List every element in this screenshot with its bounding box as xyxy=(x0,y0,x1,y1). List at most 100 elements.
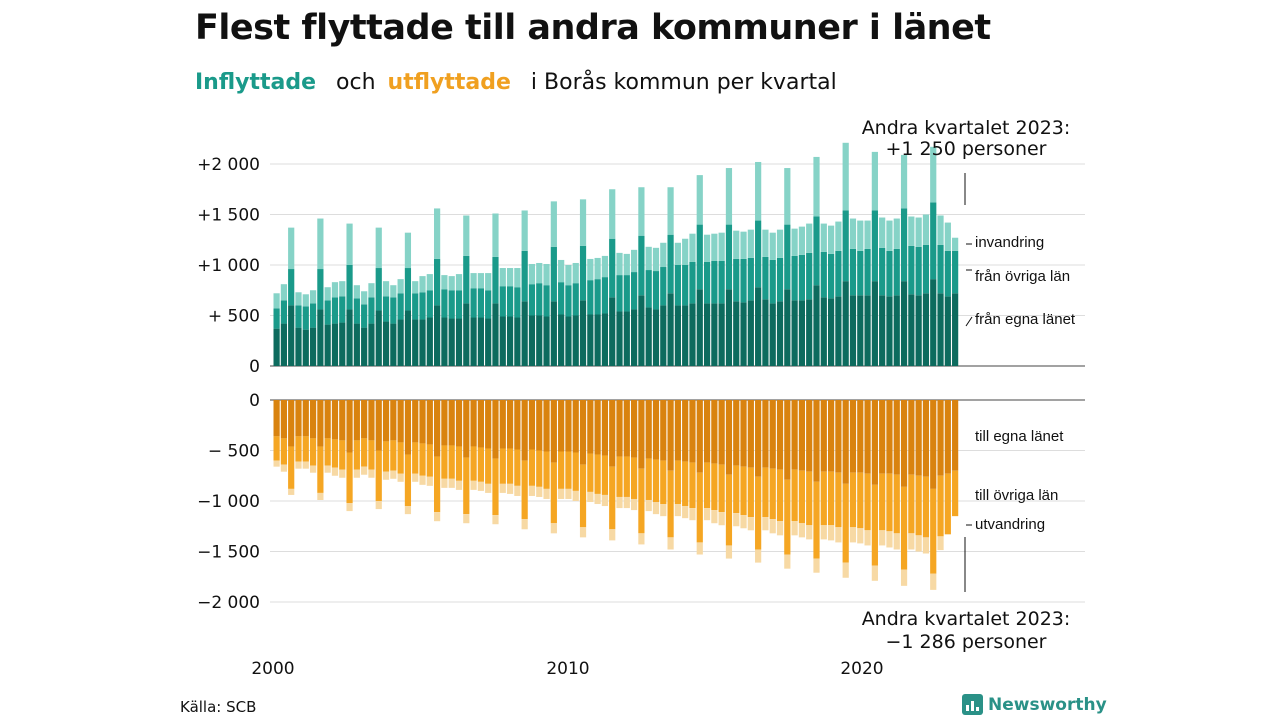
bar-outflow-emigration xyxy=(689,508,696,521)
bar-outflow-own-county xyxy=(412,400,419,443)
bar-outflow-other-counties xyxy=(769,468,776,520)
bar-inflow-own-county xyxy=(922,293,930,366)
bar-outflow-own-county xyxy=(426,400,433,445)
bar-outflow-own-county xyxy=(813,400,820,482)
bar-outflow-other-counties xyxy=(477,447,484,482)
bar-outflow-other-counties xyxy=(645,458,652,500)
bar-inflow-other-counties xyxy=(755,220,762,288)
bar-inflow-own-county xyxy=(944,296,951,366)
bar-outflow-own-county xyxy=(309,400,317,439)
bar-outflow-emigration xyxy=(324,465,331,473)
bar-outflow-emigration xyxy=(755,549,762,563)
bar-inflow-other-counties xyxy=(776,257,784,302)
bar-outflow-emigration xyxy=(798,523,806,538)
bar-inflow-own-county xyxy=(434,305,441,366)
y-tick-label-top: 0 xyxy=(249,357,260,377)
bar-outflow-other-counties xyxy=(441,445,448,479)
bar-inflow-own-county xyxy=(682,305,689,366)
bar-inflow-other-counties xyxy=(900,208,908,282)
bar-outflow-other-counties xyxy=(674,460,681,505)
bar-inflow-immigration xyxy=(631,249,638,273)
bar-inflow-own-county xyxy=(397,319,404,366)
bar-outflow-own-county xyxy=(346,400,353,453)
bar-outflow-other-counties xyxy=(813,481,820,559)
bar-outflow-own-county xyxy=(900,400,908,487)
bar-inflow-immigration xyxy=(558,259,565,283)
bar-outflow-emigration xyxy=(922,537,930,554)
bar-outflow-emigration xyxy=(813,558,820,573)
x-tick-label: 2000 xyxy=(251,659,294,679)
bar-outflow-own-county xyxy=(740,400,747,467)
bar-outflow-emigration xyxy=(623,496,630,509)
bar-inflow-own-county xyxy=(499,316,506,366)
bar-inflow-immigration xyxy=(696,175,703,225)
bar-outflow-own-county xyxy=(660,400,667,461)
bar-inflow-other-counties xyxy=(791,255,798,301)
bar-inflow-immigration xyxy=(893,218,900,249)
bar-outflow-emigration xyxy=(412,473,419,482)
bar-outflow-own-county xyxy=(434,400,441,457)
bar-outflow-own-county xyxy=(390,400,397,441)
bar-inflow-own-county xyxy=(601,313,609,366)
bar-outflow-other-counties xyxy=(937,475,944,537)
bar-outflow-emigration xyxy=(645,499,652,512)
bar-outflow-emigration xyxy=(747,517,754,531)
bar-outflow-own-county xyxy=(521,400,528,461)
bar-inflow-other-counties xyxy=(426,290,433,318)
bar-inflow-other-counties xyxy=(558,282,565,315)
bar-inflow-immigration xyxy=(331,282,339,298)
bar-outflow-own-county xyxy=(893,400,900,475)
bar-outflow-other-counties xyxy=(682,461,689,507)
bar-inflow-immigration xyxy=(733,230,740,259)
bar-inflow-immigration xyxy=(434,208,441,259)
bar-inflow-other-counties xyxy=(587,280,594,315)
bar-inflow-own-county xyxy=(631,309,638,366)
bar-inflow-own-county xyxy=(543,316,550,366)
bar-outflow-emigration xyxy=(528,485,536,496)
bar-outflow-other-counties xyxy=(587,453,594,492)
bar-inflow-other-counties xyxy=(448,290,455,319)
bar-inflow-own-county xyxy=(806,299,813,366)
bar-inflow-immigration xyxy=(419,276,426,293)
bar-outflow-own-county xyxy=(485,400,492,449)
bar-inflow-own-county xyxy=(295,327,302,366)
bar-inflow-immigration xyxy=(353,285,360,299)
bar-inflow-immigration xyxy=(937,215,944,245)
annotation-top-line2: +1 250 personer xyxy=(886,138,1047,160)
bar-inflow-immigration xyxy=(900,154,908,209)
bar-outflow-own-county xyxy=(353,400,360,441)
bar-inflow-own-county xyxy=(536,315,543,366)
bar-outflow-own-county xyxy=(419,400,426,444)
series-label-emigration: utvandring xyxy=(975,516,1045,533)
bar-outflow-other-counties xyxy=(930,488,937,574)
bar-inflow-own-county xyxy=(485,318,492,366)
bar-outflow-other-counties xyxy=(273,436,280,461)
bar-inflow-immigration xyxy=(550,201,557,247)
bar-inflow-immigration xyxy=(842,142,849,211)
source-note: Källa: SCB xyxy=(180,698,257,716)
bar-outflow-emigration xyxy=(703,508,711,521)
bar-outflow-own-county xyxy=(674,400,681,461)
bar-inflow-other-counties xyxy=(864,248,871,296)
bar-inflow-immigration xyxy=(944,222,951,251)
bar-inflow-immigration xyxy=(623,253,630,276)
bar-outflow-emigration xyxy=(579,527,587,538)
bar-inflow-own-county xyxy=(302,329,309,366)
bar-inflow-own-county xyxy=(747,300,754,366)
bar-inflow-other-counties xyxy=(302,306,309,330)
bar-outflow-own-county xyxy=(536,400,543,451)
bar-outflow-emigration xyxy=(652,502,660,515)
bar-outflow-emigration xyxy=(543,488,550,499)
bar-outflow-emigration xyxy=(375,501,382,510)
bar-outflow-own-county xyxy=(842,400,849,484)
bar-outflow-own-county xyxy=(835,400,842,473)
bar-inflow-own-county xyxy=(331,323,339,366)
y-tick-label-top: + 500 xyxy=(208,307,260,327)
bar-outflow-other-counties xyxy=(506,448,514,484)
bar-outflow-own-county xyxy=(922,400,930,477)
bar-outflow-other-counties xyxy=(871,484,878,566)
bar-outflow-own-county xyxy=(733,400,740,466)
bar-inflow-immigration xyxy=(492,213,499,257)
bar-outflow-own-county xyxy=(776,400,784,470)
bar-outflow-own-county xyxy=(448,400,455,446)
